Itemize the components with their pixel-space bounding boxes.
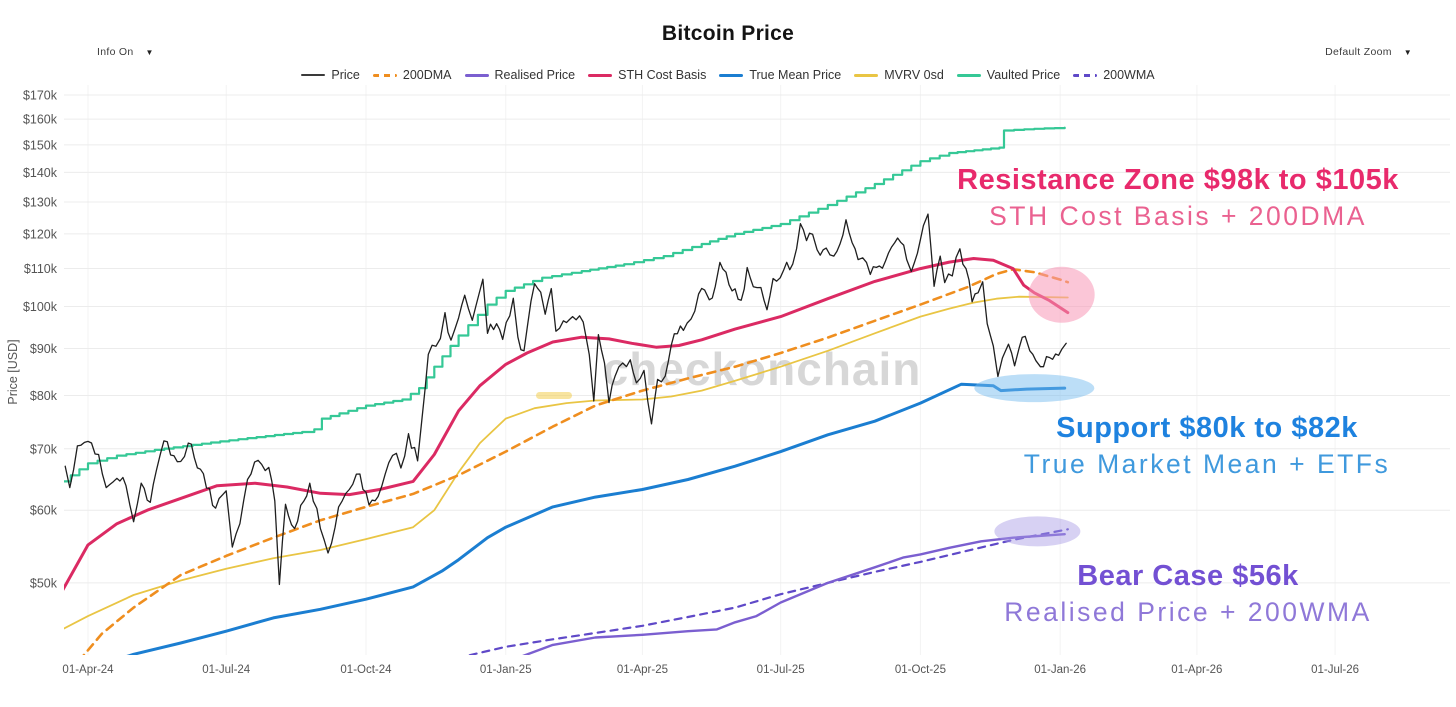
series-true-mean-price-line bbox=[126, 382, 1067, 655]
annotation-support-title: Support $80k to $82k bbox=[1056, 412, 1358, 444]
svg-text:$110k: $110k bbox=[24, 262, 58, 276]
svg-text:$60k: $60k bbox=[30, 504, 58, 518]
legend-swatch bbox=[464, 73, 489, 77]
info-toggle-dropdown[interactable]: Info On ▼ bbox=[97, 46, 154, 58]
svg-text:$160k: $160k bbox=[23, 113, 58, 127]
legend-swatch bbox=[719, 73, 744, 77]
legend-swatch bbox=[372, 73, 397, 77]
svg-text:$90k: $90k bbox=[30, 342, 58, 356]
annotation-bear: Bear Case $56k Realised Price + 200WMA bbox=[1004, 560, 1372, 627]
series-realised-price-line bbox=[522, 533, 1066, 655]
y-axis-labels: $170k $160k $150k $140k $130k $120k $110k $100k… bbox=[23, 89, 58, 591]
bear-case-highlight bbox=[994, 516, 1081, 547]
legend-swatch bbox=[588, 73, 613, 77]
legend-item-price[interactable]: Price bbox=[301, 68, 360, 82]
svg-text:01-Jul-24: 01-Jul-24 bbox=[202, 664, 251, 676]
zoom-select-label: Default Zoom bbox=[1325, 46, 1392, 58]
series-group bbox=[64, 126, 1095, 655]
gridlines bbox=[64, 85, 1450, 655]
legend-label: MVRV 0sd bbox=[884, 68, 944, 82]
svg-text:01-Apr-25: 01-Apr-25 bbox=[617, 664, 668, 676]
svg-text:$150k: $150k bbox=[23, 138, 58, 152]
chevron-down-icon: ▼ bbox=[1403, 47, 1412, 57]
y-axis-title: Price [USD] bbox=[6, 339, 20, 404]
svg-text:$120k: $120k bbox=[23, 227, 58, 241]
svg-text:$80k: $80k bbox=[30, 389, 58, 403]
series-price-line bbox=[64, 213, 1067, 586]
svg-text:checkonchain: checkonchain bbox=[603, 343, 922, 395]
x-axis-labels: 01-Apr-24 01-Jul-24 01-Oct-24 01-Jan-25 01-A… bbox=[62, 664, 1359, 676]
svg-text:01-Oct-24: 01-Oct-24 bbox=[340, 664, 392, 676]
svg-text:01-Jul-26: 01-Jul-26 bbox=[1311, 664, 1359, 676]
svg-text:01-Oct-25: 01-Oct-25 bbox=[895, 664, 946, 676]
resistance-zone-highlight bbox=[1028, 266, 1095, 323]
legend-swatch bbox=[956, 73, 981, 77]
legend-label: 200DMA bbox=[402, 68, 452, 82]
svg-text:$140k: $140k bbox=[23, 166, 58, 180]
series-200dma-line bbox=[82, 268, 1070, 655]
chevron-down-icon: ▼ bbox=[145, 47, 154, 57]
legend-label: 200WMA bbox=[1103, 68, 1155, 82]
svg-text:$170k: $170k bbox=[23, 89, 58, 103]
series-sth-cost-basis-line bbox=[64, 257, 1070, 591]
annotation-resistance: Resistance Zone $98k to $105k STH Cost Ba… bbox=[957, 164, 1399, 231]
legend-item-sth-cost-basis[interactable]: STH Cost Basis bbox=[588, 68, 706, 82]
page-title: Bitcoin Price bbox=[661, 22, 795, 45]
series-200wma-line bbox=[465, 528, 1069, 655]
series-vaulted-price-line bbox=[64, 126, 1066, 483]
annotation-support: Support $80k to $82k True Market Mean + E… bbox=[1024, 412, 1391, 479]
svg-text:$70k: $70k bbox=[30, 442, 58, 456]
legend-swatch bbox=[1073, 73, 1098, 77]
chart-legend: Price 200DMA Realised Price STH Cost Basis T… bbox=[0, 66, 1456, 84]
legend-label: True Mean Price bbox=[749, 68, 842, 82]
svg-text:01-Jan-26: 01-Jan-26 bbox=[1034, 664, 1086, 676]
annotation-resistance-subtitle: STH Cost Basis + 200DMA bbox=[989, 201, 1367, 232]
legend-label: Vaulted Price bbox=[986, 68, 1061, 82]
svg-text:01-Apr-26: 01-Apr-26 bbox=[1171, 664, 1222, 676]
svg-text:01-Jan-25: 01-Jan-25 bbox=[480, 664, 532, 676]
annotation-resistance-title: Resistance Zone $98k to $105k bbox=[957, 164, 1399, 196]
svg-text:$130k: $130k bbox=[23, 195, 58, 209]
legend-label: Realised Price bbox=[494, 68, 576, 82]
annotation-support-subtitle: True Market Mean + ETFs bbox=[1023, 449, 1391, 480]
legend-swatch bbox=[854, 73, 879, 77]
svg-text:01-Apr-24: 01-Apr-24 bbox=[62, 664, 114, 676]
annotation-bear-subtitle: Realised Price + 200WMA bbox=[1004, 597, 1372, 628]
info-toggle-label: Info On bbox=[97, 46, 134, 58]
svg-text:$100k: $100k bbox=[23, 300, 58, 314]
legend-label: STH Cost Basis bbox=[618, 68, 707, 82]
legend-item-mvrv-0sd[interactable]: MVRV 0sd bbox=[854, 68, 944, 82]
legend-item-200wma[interactable]: 200WMA bbox=[1073, 68, 1155, 82]
annotation-bear-title: Bear Case $56k bbox=[1077, 560, 1299, 592]
series-mvrv-0sd-line bbox=[64, 295, 1069, 630]
watermark: checkonchain bbox=[536, 343, 922, 399]
legend-item-realised-price[interactable]: Realised Price bbox=[464, 68, 576, 82]
support-zone-highlight bbox=[974, 374, 1095, 403]
legend-label: Price bbox=[331, 68, 360, 82]
legend-swatch bbox=[301, 74, 326, 76]
svg-text:01-Jul-25: 01-Jul-25 bbox=[757, 664, 805, 676]
legend-item-vaulted-price[interactable]: Vaulted Price bbox=[956, 68, 1061, 82]
legend-item-true-mean-price[interactable]: True Mean Price bbox=[719, 68, 841, 82]
svg-text:$50k: $50k bbox=[30, 576, 58, 590]
zoom-select-dropdown[interactable]: Default Zoom ▼ bbox=[1325, 46, 1412, 58]
legend-item-200dma[interactable]: 200DMA bbox=[372, 68, 452, 82]
